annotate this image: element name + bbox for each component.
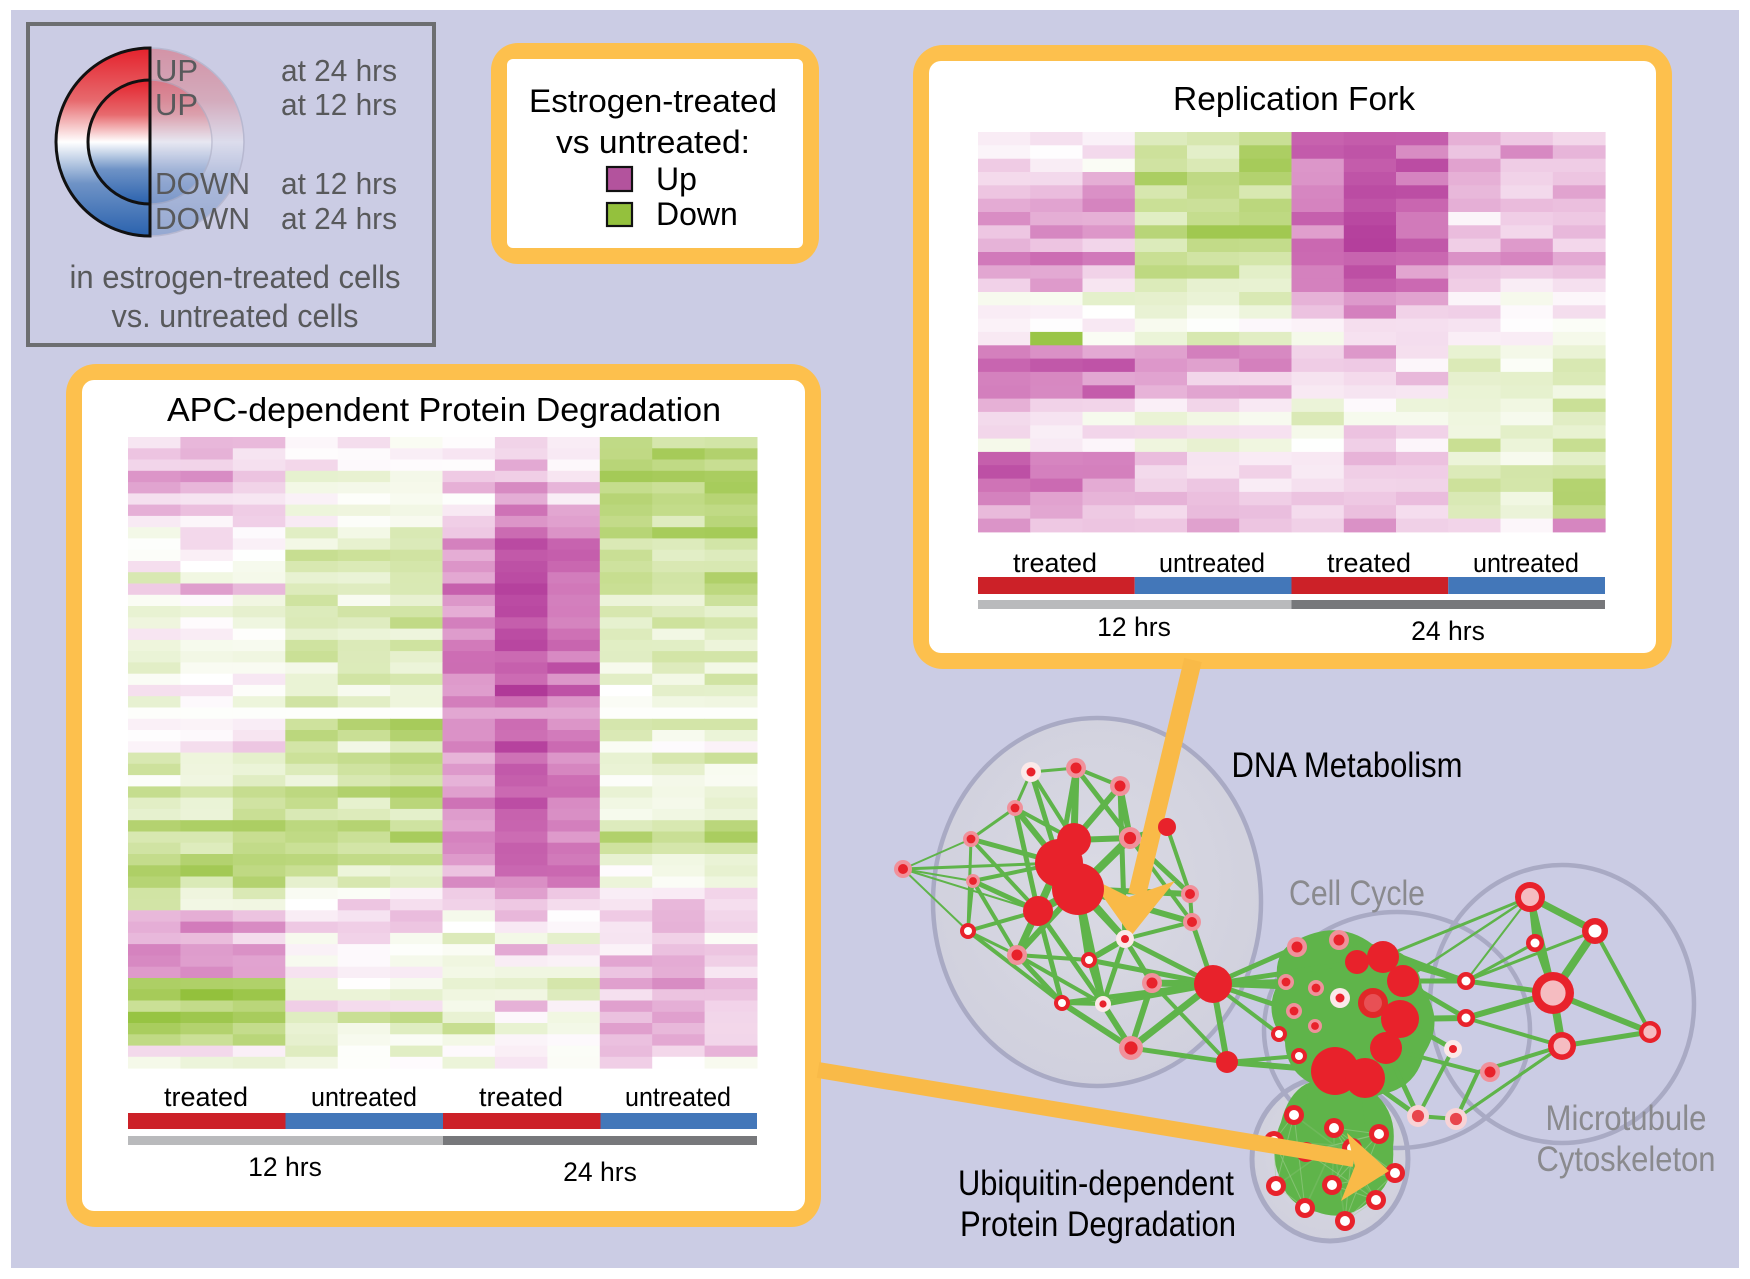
svg-text:Protein Degradation: Protein Degradation xyxy=(960,1205,1236,1244)
svg-text:Microtubule: Microtubule xyxy=(1546,1099,1707,1138)
svg-text:Ubiquitin-dependent: Ubiquitin-dependent xyxy=(958,1164,1234,1203)
svg-text:UP: UP xyxy=(155,87,198,122)
svg-text:treated: treated xyxy=(164,1082,248,1112)
svg-text:vs untreated:: vs untreated: xyxy=(556,124,750,160)
svg-text:at 24 hrs: at 24 hrs xyxy=(281,201,397,236)
svg-text:Cytoskeleton: Cytoskeleton xyxy=(1537,1140,1716,1179)
svg-text:untreated: untreated xyxy=(1159,548,1265,578)
svg-text:Replication Fork: Replication Fork xyxy=(1173,80,1415,117)
svg-text:untreated: untreated xyxy=(311,1082,417,1112)
svg-text:Down: Down xyxy=(656,196,738,232)
svg-text:APC-dependent Protein Degradat: APC-dependent Protein Degradation xyxy=(167,391,721,428)
svg-text:treated: treated xyxy=(479,1082,563,1112)
svg-text:treated: treated xyxy=(1013,548,1097,578)
svg-text:vs. untreated cells: vs. untreated cells xyxy=(112,298,359,334)
svg-text:DNA Metabolism: DNA Metabolism xyxy=(1232,746,1463,785)
svg-text:DOWN: DOWN xyxy=(155,166,250,201)
svg-text:12 hrs: 12 hrs xyxy=(1097,612,1171,642)
svg-text:Up: Up xyxy=(656,161,697,197)
svg-text:untreated: untreated xyxy=(625,1082,731,1112)
svg-text:12 hrs: 12 hrs xyxy=(248,1152,322,1182)
svg-text:24 hrs: 24 hrs xyxy=(563,1157,637,1187)
svg-text:UP: UP xyxy=(155,53,198,88)
svg-text:24 hrs: 24 hrs xyxy=(1411,616,1485,646)
svg-text:Estrogen-treated: Estrogen-treated xyxy=(529,83,777,119)
svg-text:DOWN: DOWN xyxy=(155,201,250,236)
svg-text:treated: treated xyxy=(1327,548,1411,578)
svg-text:untreated: untreated xyxy=(1473,548,1579,578)
svg-text:at 12 hrs: at 12 hrs xyxy=(281,166,397,201)
svg-text:in estrogen-treated cells: in estrogen-treated cells xyxy=(70,259,401,295)
svg-text:Cell Cycle: Cell Cycle xyxy=(1289,874,1425,913)
svg-text:at 24 hrs: at 24 hrs xyxy=(281,53,397,88)
svg-text:at 12 hrs: at 12 hrs xyxy=(281,87,397,122)
